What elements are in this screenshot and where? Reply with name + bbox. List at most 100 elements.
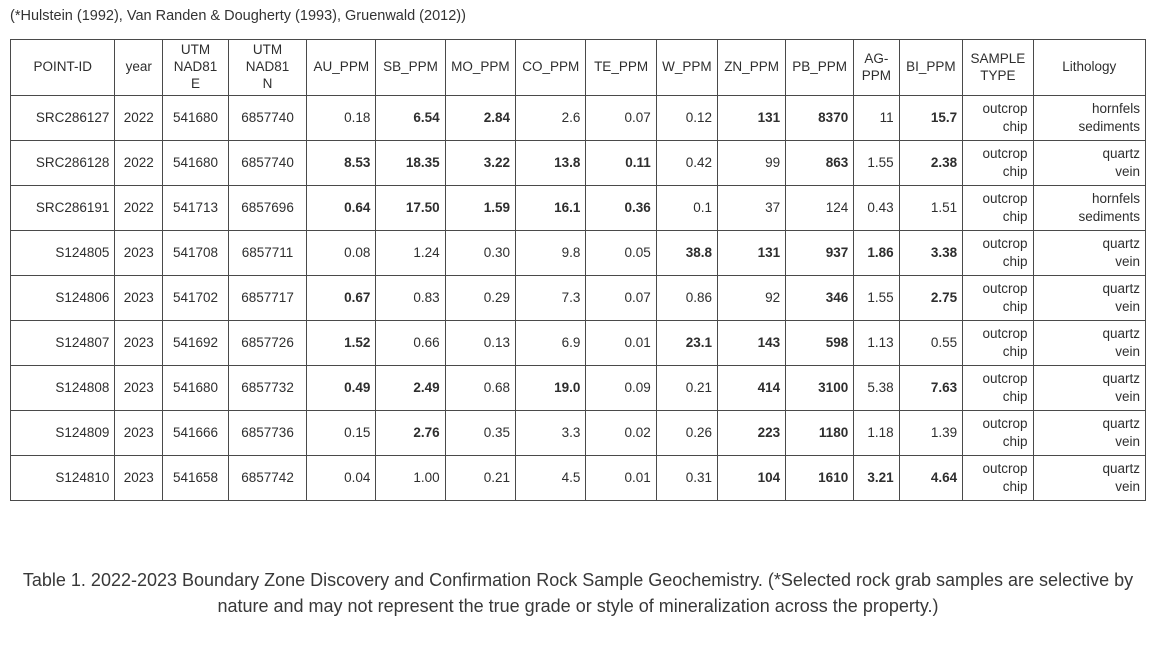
cell-utm_nad81_e: 541702	[162, 275, 229, 321]
cell-point_id: S124810	[9, 455, 116, 501]
cell-sample_type: outcrop chip	[962, 275, 1034, 321]
source-attribution: (*Hulstein (1992), Van Randen & Doughert…	[10, 8, 466, 24]
cell-year: 2023	[114, 365, 164, 411]
cell-w_ppm: 38.8	[655, 230, 719, 276]
cell-lithology: quartz vein	[1032, 230, 1147, 276]
cell-ag_ppm: 1.86	[853, 230, 900, 276]
column-header-sb_ppm: SB_PPM	[375, 39, 446, 96]
cell-sb_ppm: 0.83	[375, 275, 446, 321]
cell-au_ppm: 1.52	[306, 320, 377, 366]
column-header-bi_ppm: BI_PPM	[898, 39, 964, 96]
cell-utm_nad81_n: 6857717	[227, 275, 308, 321]
table-row: SRC286127 2022 541680 6857740 0.18 6.54 2.84 2.…	[9, 95, 1147, 141]
cell-au_ppm: 0.15	[306, 410, 377, 456]
cell-utm_nad81_n: 6857736	[227, 410, 308, 456]
cell-year: 2022	[114, 185, 164, 231]
table-row: S124809 2023 541666 6857736 0.15 2.76 0.35 3.3 0…	[9, 410, 1147, 456]
table-row: SRC286191 2022 541713 6857696 0.64 17.50 1.59 1…	[9, 185, 1147, 231]
cell-te_ppm: 0.11	[585, 140, 657, 186]
cell-zn_ppm: 131	[717, 95, 787, 141]
cell-au_ppm: 8.53	[306, 140, 377, 186]
table-row: S124807 2023 541692 6857726 1.52 0.66 0.13 6.9 0…	[9, 320, 1147, 366]
cell-lithology: quartz vein	[1032, 455, 1147, 501]
cell-zn_ppm: 414	[717, 365, 787, 411]
cell-co_ppm: 2.6	[515, 95, 587, 141]
cell-mo_ppm: 0.30	[444, 230, 517, 276]
cell-bi_ppm: 2.75	[898, 275, 964, 321]
cell-point_id: S124808	[9, 365, 116, 411]
cell-sb_ppm: 6.54	[375, 95, 446, 141]
cell-te_ppm: 0.02	[585, 410, 657, 456]
cell-zn_ppm: 37	[717, 185, 787, 231]
cell-mo_ppm: 2.84	[444, 95, 517, 141]
column-header-w_ppm: W_PPM	[655, 39, 719, 96]
cell-pb_ppm: 937	[785, 230, 855, 276]
cell-year: 2023	[114, 230, 164, 276]
cell-co_ppm: 6.9	[515, 320, 587, 366]
cell-au_ppm: 0.08	[306, 230, 377, 276]
column-header-co_ppm: CO_PPM	[515, 39, 587, 96]
cell-ag_ppm: 3.21	[853, 455, 900, 501]
cell-bi_ppm: 4.64	[898, 455, 964, 501]
cell-ag_ppm: 1.55	[853, 275, 900, 321]
cell-mo_ppm: 0.68	[444, 365, 517, 411]
cell-utm_nad81_n: 6857726	[227, 320, 308, 366]
cell-point_id: SRC286128	[9, 140, 116, 186]
cell-point_id: S124805	[9, 230, 116, 276]
cell-year: 2023	[114, 455, 164, 501]
cell-te_ppm: 0.05	[585, 230, 657, 276]
cell-sb_ppm: 2.76	[375, 410, 446, 456]
cell-zn_ppm: 92	[717, 275, 787, 321]
table-row: S124808 2023 541680 6857732 0.49 2.49 0.68 19.0…	[9, 365, 1147, 411]
cell-year: 2022	[114, 140, 164, 186]
column-header-mo_ppm: MO_PPM	[444, 39, 517, 96]
cell-utm_nad81_e: 541713	[162, 185, 229, 231]
table-header-row: POINT-ID year UTM NAD81 E UTM NAD81 N AU_PPM…	[9, 39, 1147, 96]
column-header-ag_ppm: AG- PPM	[853, 39, 900, 96]
cell-year: 2022	[114, 95, 164, 141]
cell-utm_nad81_n: 6857740	[227, 95, 308, 141]
cell-au_ppm: 0.18	[306, 95, 377, 141]
cell-au_ppm: 0.67	[306, 275, 377, 321]
cell-sb_ppm: 18.35	[375, 140, 446, 186]
cell-co_ppm: 9.8	[515, 230, 587, 276]
cell-lithology: quartz vein	[1032, 140, 1147, 186]
cell-ag_ppm: 11	[853, 95, 900, 141]
cell-lithology: quartz vein	[1032, 410, 1147, 456]
cell-mo_ppm: 0.13	[444, 320, 517, 366]
column-header-sample_type: SAMPLE TYPE	[962, 39, 1034, 96]
cell-mo_ppm: 1.59	[444, 185, 517, 231]
cell-sample_type: outcrop chip	[962, 95, 1034, 141]
cell-w_ppm: 0.31	[655, 455, 719, 501]
cell-w_ppm: 0.12	[655, 95, 719, 141]
cell-year: 2023	[114, 320, 164, 366]
cell-ag_ppm: 1.13	[853, 320, 900, 366]
cell-bi_ppm: 0.55	[898, 320, 964, 366]
geochemistry-table: POINT-ID year UTM NAD81 E UTM NAD81 N AU_PPM…	[9, 39, 1147, 501]
cell-sample_type: outcrop chip	[962, 455, 1034, 501]
cell-zn_ppm: 131	[717, 230, 787, 276]
cell-utm_nad81_e: 541658	[162, 455, 229, 501]
cell-w_ppm: 0.26	[655, 410, 719, 456]
cell-point_id: S124809	[9, 410, 116, 456]
cell-sb_ppm: 17.50	[375, 185, 446, 231]
cell-te_ppm: 0.36	[585, 185, 657, 231]
column-header-utm_nad81_n: UTM NAD81 N	[227, 39, 308, 96]
cell-zn_ppm: 143	[717, 320, 787, 366]
cell-sample_type: outcrop chip	[962, 365, 1034, 411]
cell-mo_ppm: 3.22	[444, 140, 517, 186]
cell-te_ppm: 0.07	[585, 95, 657, 141]
cell-bi_ppm: 3.38	[898, 230, 964, 276]
cell-te_ppm: 0.01	[585, 455, 657, 501]
cell-lithology: hornfels sediments	[1032, 95, 1147, 141]
cell-lithology: quartz vein	[1032, 365, 1147, 411]
cell-sample_type: outcrop chip	[962, 185, 1034, 231]
cell-te_ppm: 0.01	[585, 320, 657, 366]
cell-utm_nad81_n: 6857696	[227, 185, 308, 231]
column-header-year: year	[114, 39, 164, 96]
cell-mo_ppm: 0.29	[444, 275, 517, 321]
cell-sample_type: outcrop chip	[962, 320, 1034, 366]
cell-zn_ppm: 104	[717, 455, 787, 501]
cell-zn_ppm: 223	[717, 410, 787, 456]
